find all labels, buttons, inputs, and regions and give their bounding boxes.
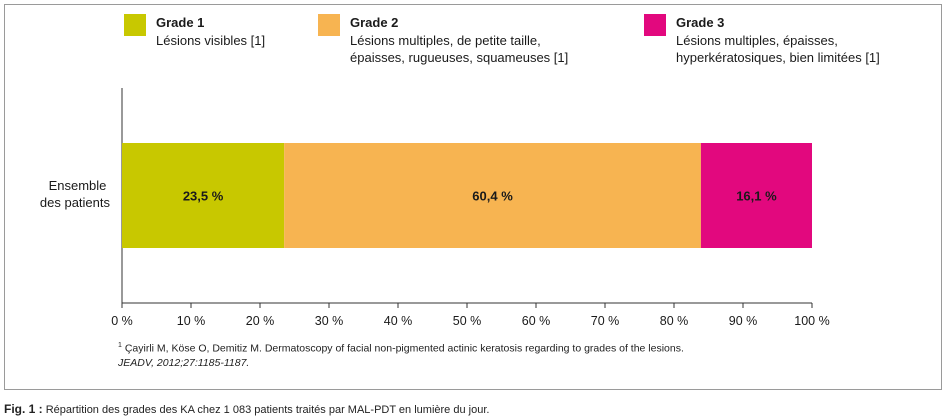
- legend-description: hyperkératosiques, bien limitées [1]: [676, 50, 880, 65]
- bar-segment-grade-2: [284, 143, 701, 248]
- x-tick-label: 30 %: [315, 314, 344, 328]
- figure-caption-text: Répartition des grades des KA chez 1 083…: [42, 404, 490, 416]
- x-tick-label: 90 %: [729, 314, 758, 328]
- bar-value-label: 16,1 %: [736, 189, 777, 204]
- figure-number: Fig. 1 :: [4, 402, 43, 416]
- category-label-line: des patients: [40, 195, 111, 210]
- bar-segment-grade-3: [700, 143, 812, 248]
- x-tick-label: 0 %: [111, 314, 133, 328]
- stacked-bar-chart: 23,5 % 60,4 % 16,1 % 0 % 10 % 20 % 30 % 40 % 50…: [40, 88, 830, 328]
- legend-grade-label: Grade 2: [350, 15, 399, 30]
- footnote-mark: 1: [118, 342, 122, 349]
- legend-grade-label: Grade 1: [156, 15, 205, 30]
- figure-frame: [4, 4, 942, 390]
- bar-value-label: 60,4 %: [472, 189, 513, 204]
- category-label-line: Ensemble: [49, 178, 107, 193]
- x-tick-label: 40 %: [384, 314, 413, 328]
- legend-swatch-grade-2: [318, 14, 340, 36]
- x-tick-label: 80 %: [660, 314, 689, 328]
- x-tick-label: 10 %: [177, 314, 206, 328]
- legend-description: Lésions multiples, épaisses,: [676, 33, 838, 48]
- x-tick-label: 70 %: [591, 314, 620, 328]
- legend-swatch-grade-3: [644, 14, 666, 36]
- footnote-reference: Çayirli M, Köse O, Demitiz M. Dermatosco…: [124, 342, 684, 355]
- legend-description: épaisses, rugueuses, squameuses [1]: [350, 50, 569, 65]
- legend-swatch-grade-1: [124, 14, 146, 36]
- category-label: Ensemble des patients: [40, 178, 111, 210]
- x-tick-label: 20 %: [246, 314, 275, 328]
- x-tick-label: 60 %: [522, 314, 551, 328]
- figure-caption: Fig. 1 : Répartition des grades des KA c…: [4, 402, 489, 416]
- legend-description: Lésions visibles [1]: [156, 33, 266, 48]
- footnote: 1 Çayirli M, Köse O, Demitiz M. Dermatos…: [118, 339, 684, 370]
- bar-value-label: 23,5 %: [183, 189, 224, 204]
- x-tick-label: 50 %: [453, 314, 482, 328]
- footnote-journal: JEADV, 2012;27:1185-1187.: [118, 356, 250, 369]
- legend-description: Lésions multiples, de petite taille,: [350, 33, 541, 48]
- bar-segment-grade-1: [122, 143, 285, 248]
- x-tick-label: 100 %: [794, 314, 829, 328]
- legend-grade-label: Grade 3: [676, 15, 725, 30]
